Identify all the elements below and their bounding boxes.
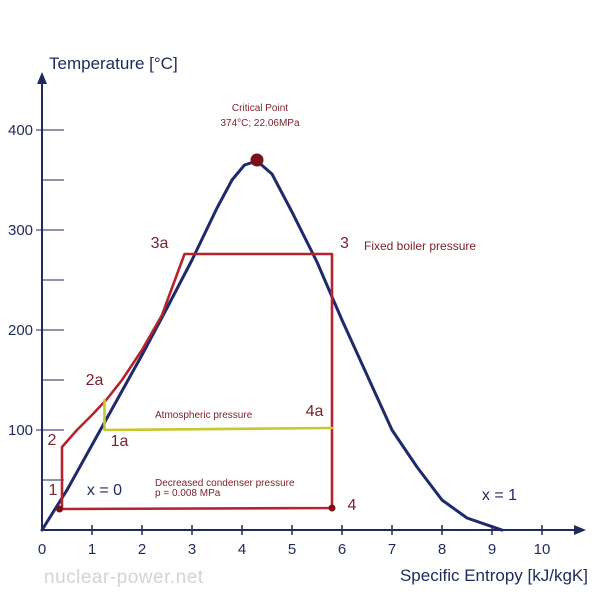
x-tick-label: 4 [238,541,246,558]
critical-point-marker [250,153,264,167]
x-axis-title: Specific Entropy [kJ/kgK] [400,566,588,585]
condenser-pressure-value: p = 0.008 MPa [155,488,221,499]
state-point-label-4: 4 [348,497,357,514]
state-point-label-4a: 4a [306,403,324,420]
x-tick-label: 1 [88,541,96,558]
y-tick-label: 300 [8,222,33,239]
quality-label: x = 0 [87,482,122,499]
state-point-label-1: 1 [49,482,58,499]
y-axis-title: Temperature [°C] [49,54,178,73]
axes [37,72,586,535]
x-axis-arrow [574,525,586,535]
critical-point-label: Critical Point [232,103,288,114]
series-atmospheric-pressure-cycle [103,398,334,432]
label-layer: 1 2 2a 1a 3a 3 4a 4 x = 0 x = 1 [48,235,518,514]
atmospheric-pressure-label: Atmospheric pressure [155,410,253,421]
x-tick-label: 0 [38,541,46,558]
y-axis-arrow [37,72,47,84]
state-point-label-2: 2 [48,432,57,449]
x-tick-label: 8 [438,541,446,558]
state-point-label-2a: 2a [86,372,104,389]
state-point-label-3: 3 [340,235,349,252]
series-rankine-cycle [58,252,334,512]
state-point-label-1a: 1a [111,433,129,450]
point-4-marker [328,504,336,512]
series-saturation-dome [40,159,504,532]
x-tick-label: 7 [388,541,396,558]
condenser-pressure-label: Decreased condenser pressure [155,478,295,489]
quality-label: x = 1 [482,487,517,504]
x-tick-label: 5 [288,541,296,558]
x-tick-label: 9 [488,541,496,558]
y-tick-label: 400 [8,122,33,139]
boiler-pressure-label: Fixed boiler pressure [364,239,476,253]
x-tick-label: 2 [138,541,146,558]
y-tick-label: 100 [8,422,33,439]
watermark-text: nuclear-power.net [44,567,204,588]
x-tick-label: 6 [338,541,346,558]
critical-point-value: 374°C; 22.06MPa [220,118,299,129]
ticks: 0 1 2 3 4 5 6 7 8 9 10 100 200 300 400 [8,122,550,558]
x-tick-label: 10 [534,541,551,558]
marker-layer [56,153,336,513]
state-point-label-3a: 3a [151,235,169,252]
x-tick-label: 3 [188,541,196,558]
series-layer [40,159,504,532]
point-1-marker [56,505,63,513]
y-tick-label: 200 [8,322,33,339]
